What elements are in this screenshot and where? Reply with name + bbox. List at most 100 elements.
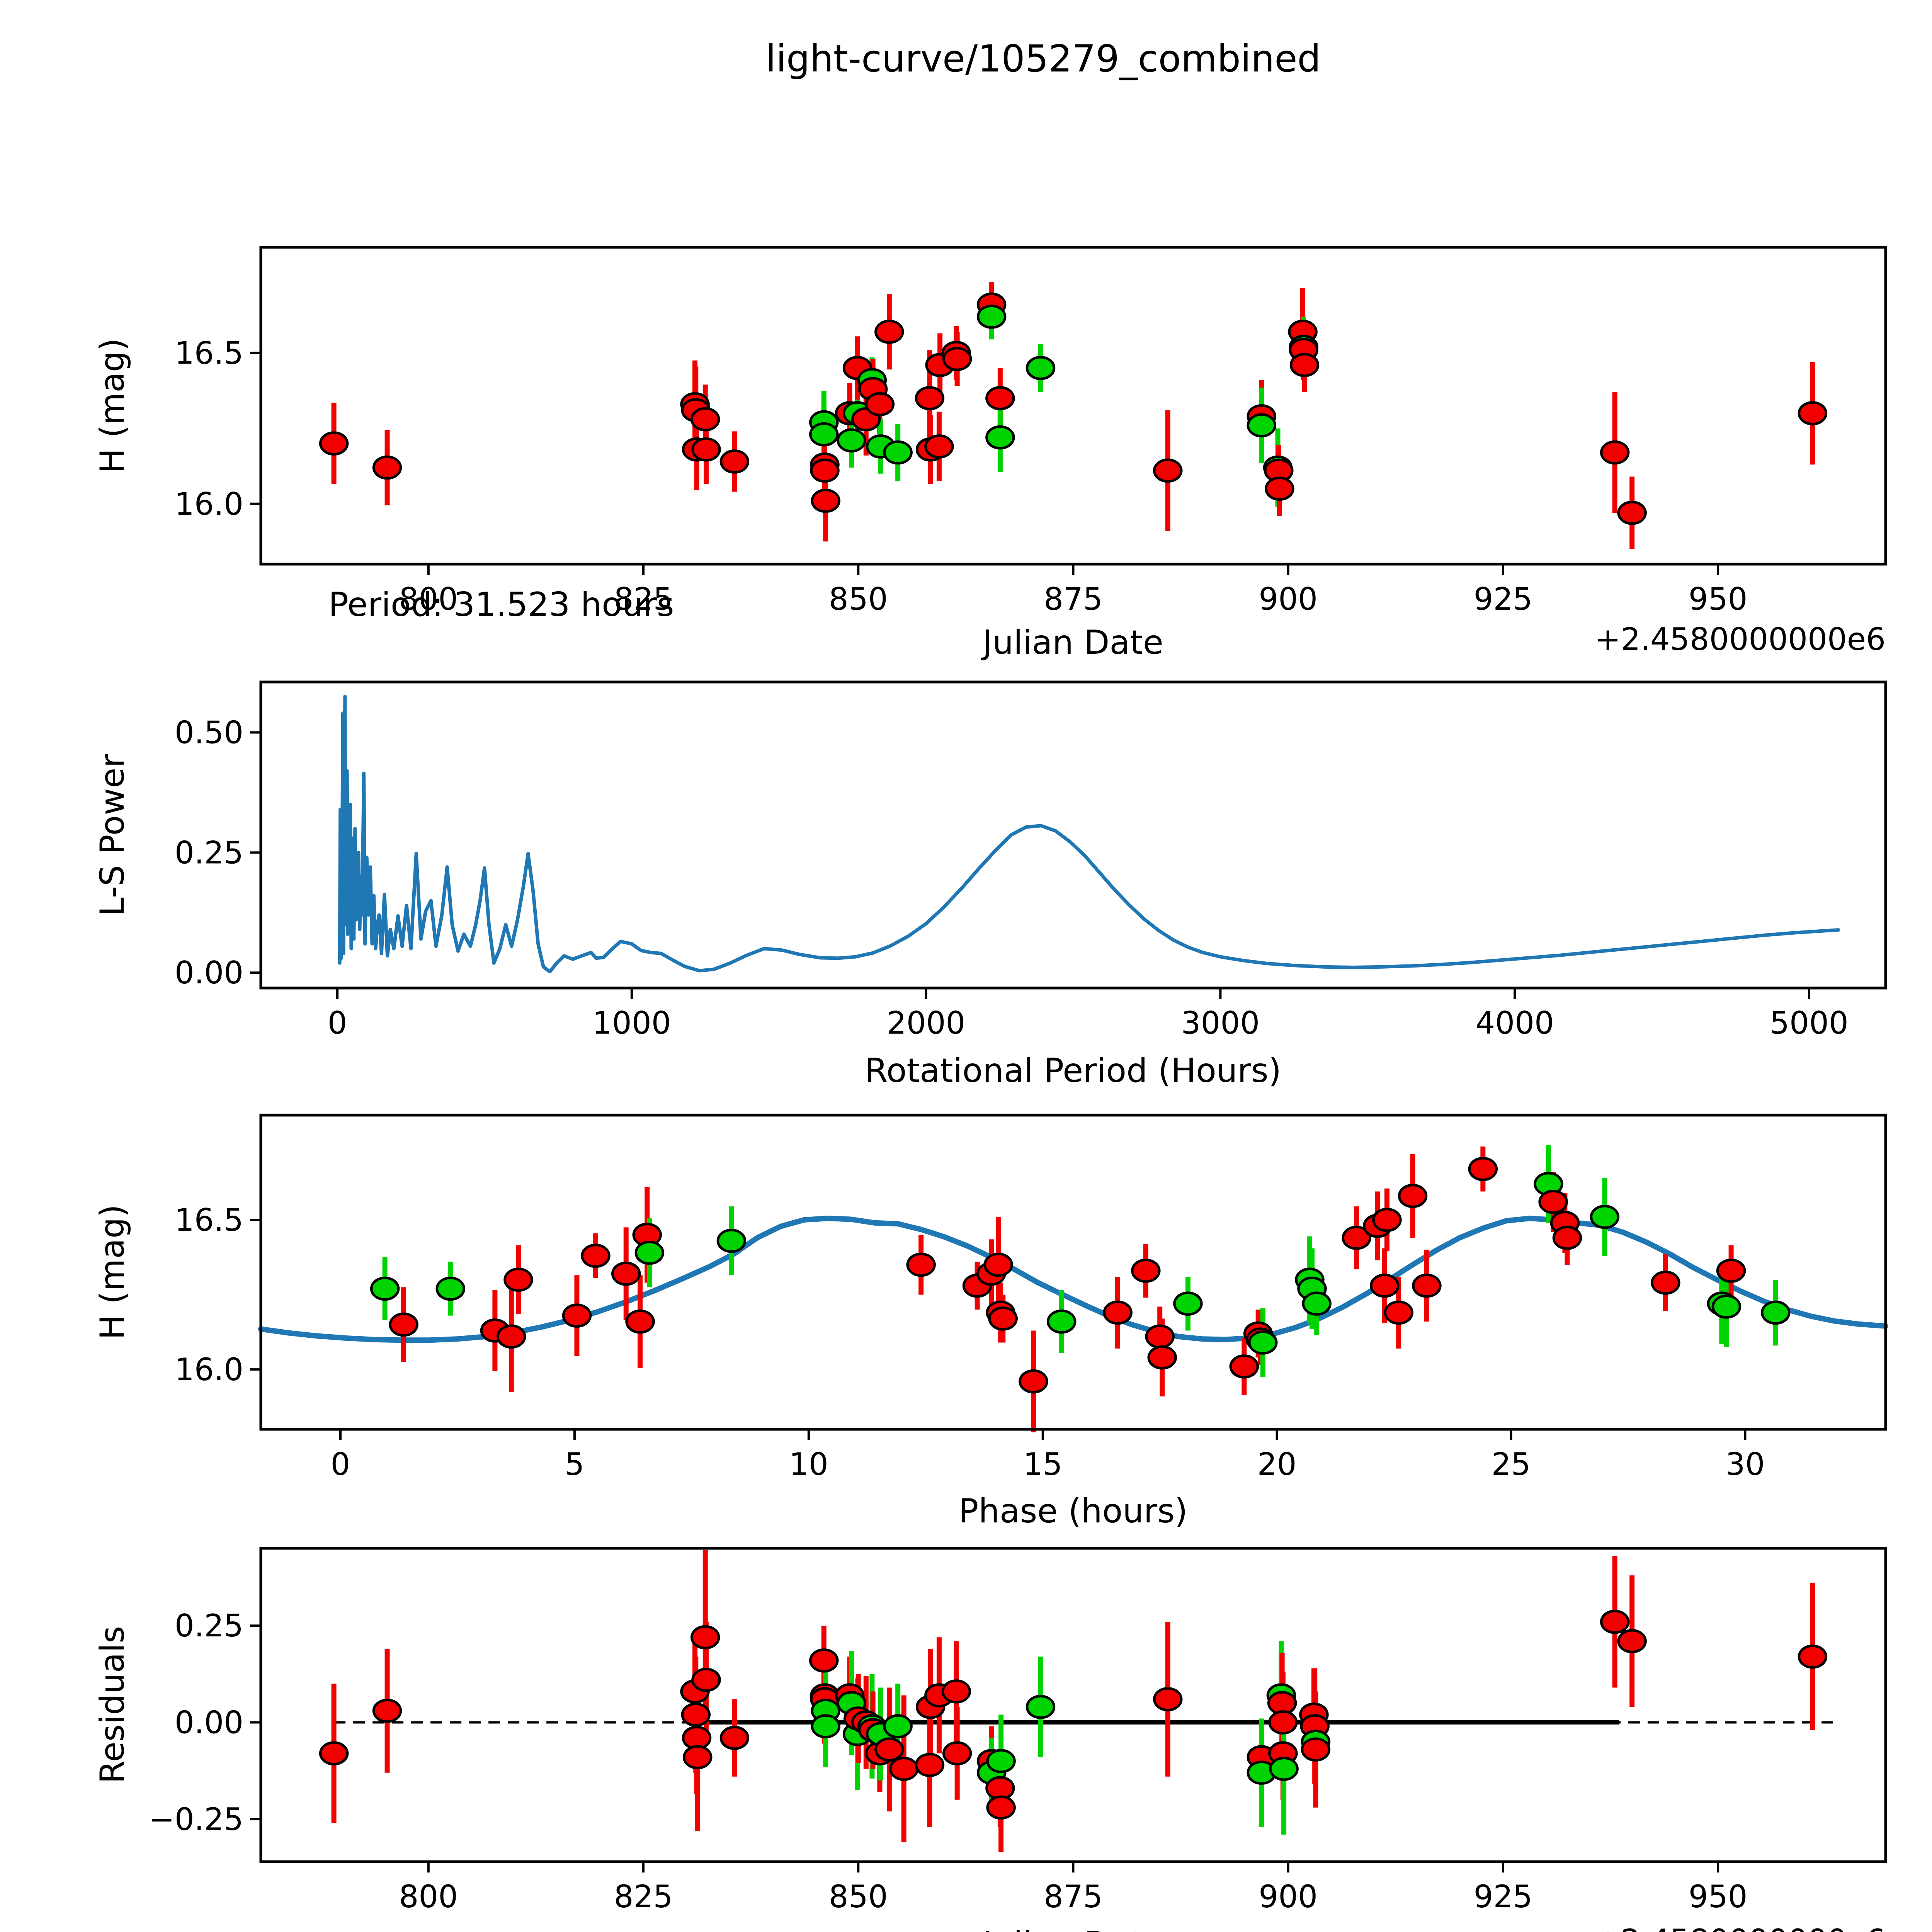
- data-point-green: [883, 440, 913, 465]
- data-point-red: [691, 437, 721, 462]
- data-point-red: [1153, 458, 1183, 483]
- x-tick-label: 4000: [1475, 1005, 1554, 1041]
- data-point-green: [809, 422, 839, 447]
- data-point-red: [1268, 1710, 1298, 1735]
- data-point-red: [1147, 1345, 1177, 1370]
- data-point-green: [435, 1276, 466, 1301]
- periodogram-ylabel: L-S Power: [93, 754, 132, 916]
- y-tick-label: 16.5: [175, 335, 243, 371]
- periodogram-curve: [338, 694, 1840, 974]
- x-tick-label: 950: [1689, 1879, 1748, 1915]
- jd-magnitude-plot: 800 825 850 875 900 925 950 16.0 16.5: [175, 246, 1887, 617]
- axes-spine: [259, 1547, 1887, 1863]
- x-tick-label: 925: [1474, 581, 1533, 617]
- data-point-red: [1289, 353, 1320, 377]
- data-point-red: [611, 1262, 641, 1286]
- data-point-red: [941, 1679, 971, 1704]
- y-tick-label: 16.0: [175, 486, 243, 522]
- x-tick-label: 5000: [1770, 1005, 1849, 1041]
- data-point-red: [915, 1753, 945, 1777]
- data-point-red: [1468, 1157, 1498, 1181]
- x-tick-label: 875: [1044, 581, 1103, 617]
- data-point-green: [1711, 1294, 1742, 1319]
- data-point-red: [1265, 476, 1294, 501]
- jd-plot-ylabel: H (mag): [93, 338, 132, 473]
- data-point-red: [924, 434, 954, 459]
- y-tick-label: 0.25: [175, 835, 243, 871]
- data-point-red: [1412, 1274, 1442, 1298]
- data-point-red: [811, 488, 840, 513]
- data-point-green: [1590, 1205, 1620, 1229]
- data-point-red: [1798, 401, 1828, 425]
- period-annotation: Period: 31.523 hours: [328, 585, 674, 624]
- x-tick-label: 0: [331, 1446, 350, 1482]
- x-tick-label: 2000: [887, 1005, 966, 1041]
- data-point-red: [1600, 1609, 1630, 1634]
- x-tick-label: 15: [1023, 1446, 1063, 1482]
- phase-plot-xlabel: Phase (hours): [958, 1492, 1187, 1531]
- axes-spine: [259, 1114, 1887, 1431]
- x-tick-label: 950: [1689, 581, 1748, 617]
- y-tick-label: 0.50: [175, 715, 243, 751]
- residuals-xlabel: Julian Date: [981, 1925, 1163, 1932]
- x-tick-label: 1000: [592, 1005, 671, 1041]
- data-point-green: [1269, 1757, 1299, 1781]
- data-point-red: [906, 1252, 936, 1277]
- data-point-green: [1247, 413, 1276, 438]
- data-point-red: [1617, 1629, 1647, 1653]
- data-point-red: [942, 347, 972, 371]
- x-tick-label: 20: [1257, 1446, 1297, 1482]
- y-tick-label: 0.25: [175, 1608, 243, 1644]
- x-tick-label: 825: [614, 581, 673, 617]
- data-point-green: [1248, 1330, 1278, 1355]
- residuals-offset: +2.4580000000e6: [1595, 1923, 1886, 1932]
- y-tick-label: 16.0: [175, 1352, 243, 1388]
- data-point-red: [874, 320, 904, 344]
- data-point-green: [370, 1276, 400, 1301]
- data-point-red: [1617, 500, 1647, 525]
- x-tick-label: 850: [829, 1879, 888, 1915]
- data-point-green: [634, 1240, 665, 1265]
- data-point-red: [319, 1741, 349, 1765]
- data-point-green: [883, 1714, 913, 1738]
- phase-plot-ylabel: H (mag): [93, 1204, 132, 1340]
- y-tick-label: 0.00: [175, 955, 243, 991]
- data-point-red: [809, 1648, 839, 1673]
- data-point-green: [837, 428, 866, 453]
- data-point-red: [1372, 1208, 1402, 1232]
- x-tick-label: 3000: [1181, 1005, 1260, 1041]
- data-point-red: [1798, 1645, 1828, 1669]
- x-tick-label: 800: [399, 581, 458, 617]
- data-point-red: [562, 1303, 592, 1328]
- data-point-red: [1145, 1324, 1175, 1349]
- x-tick-label: 800: [399, 1879, 458, 1915]
- data-point-red: [719, 1726, 750, 1750]
- periodogram-plot: 0 1000 2000 3000 4000 5000 0.00 0.25 0.50: [175, 680, 1887, 1041]
- data-point-green: [1026, 1695, 1056, 1719]
- data-point-red: [581, 1243, 611, 1268]
- data-point-green: [1026, 356, 1056, 380]
- x-tick-label: 825: [614, 1879, 673, 1915]
- data-point-red: [1552, 1226, 1582, 1250]
- residuals-ylabel: Residuals: [93, 1626, 132, 1784]
- x-tick-label: 875: [1044, 1879, 1103, 1915]
- data-point-red: [625, 1310, 655, 1334]
- data-point-red: [691, 1668, 721, 1692]
- data-point-red: [1019, 1369, 1048, 1394]
- data-point-red: [319, 431, 349, 456]
- data-point-red: [503, 1267, 533, 1292]
- data-point-green: [976, 304, 1007, 329]
- x-tick-label: 900: [1259, 1879, 1318, 1915]
- periodogram-xlabel: Rotational Period (Hours): [865, 1051, 1281, 1090]
- x-tick-label: 30: [1726, 1446, 1765, 1482]
- data-point-red: [1103, 1300, 1133, 1325]
- data-point-red: [986, 1795, 1016, 1820]
- x-tick-label: 0: [328, 1005, 347, 1041]
- data-point-red: [690, 1625, 720, 1650]
- phased-lightcurve-plot: 0 5 10 15 20 25 30 16.0 16.5: [175, 1114, 1888, 1482]
- data-point-red: [497, 1324, 526, 1349]
- y-tick-label: 16.5: [175, 1202, 243, 1238]
- data-point-green: [1760, 1300, 1791, 1325]
- data-point-red: [1398, 1184, 1428, 1208]
